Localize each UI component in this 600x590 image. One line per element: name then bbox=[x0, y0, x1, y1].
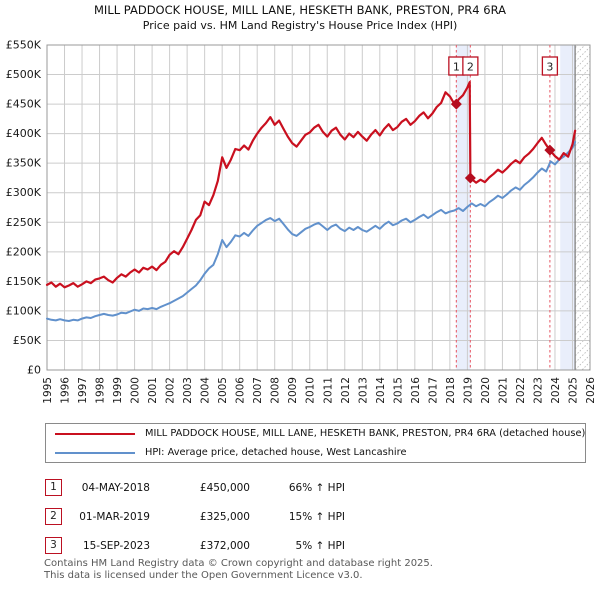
x-axis-tick-label: 2013 bbox=[357, 377, 369, 404]
x-axis-tick-label: 2024 bbox=[550, 377, 562, 404]
x-axis-tick-label: 2005 bbox=[217, 377, 229, 404]
footer-line-1: Contains HM Land Registry data © Crown c… bbox=[44, 558, 433, 569]
sale-vs-hpi: 66% ↑ HPI bbox=[288, 481, 345, 494]
x-axis-tick-label: 2016 bbox=[410, 377, 422, 404]
x-axis-tick-label: 2023 bbox=[532, 377, 544, 404]
y-axis-tick-label: £100K bbox=[6, 304, 42, 317]
x-axis-tick-label: 2006 bbox=[235, 377, 247, 404]
x-axis-tick-label: 1997 bbox=[77, 377, 89, 404]
y-axis-tick-label: £500K bbox=[6, 68, 42, 81]
x-axis-tick-label: 2007 bbox=[252, 377, 264, 404]
x-axis-tick-label: 1998 bbox=[95, 377, 107, 404]
sale-price: £372,000 bbox=[199, 539, 250, 552]
transaction-table: 1 04-MAY-2018 £450,000 66% ↑ HPI 2 01-MA… bbox=[45, 473, 345, 560]
sale-number-badge: 2 bbox=[45, 508, 62, 525]
price-paid-line bbox=[45, 81, 577, 289]
sale-label-box bbox=[462, 56, 479, 76]
sale-marker-diamond bbox=[464, 172, 476, 184]
x-axis-tick-label: 2017 bbox=[427, 377, 439, 404]
sale-vs-hpi: 15% ↑ HPI bbox=[288, 510, 345, 523]
legend-row-hpi: HPI: Average price, detached house, West… bbox=[46, 443, 585, 462]
sale-label-box bbox=[541, 56, 559, 76]
chart-subtitle: Price paid vs. HM Land Registry's House … bbox=[142, 19, 458, 32]
sale-marker-diamond bbox=[544, 144, 556, 156]
y-axis-tick-label: £300K bbox=[6, 186, 42, 199]
x-axis-tick-label: 2019 bbox=[462, 377, 474, 404]
x-axis-tick-label: 1996 bbox=[60, 377, 72, 404]
copyright-footer: Contains HM Land Registry data © Crown c… bbox=[44, 558, 433, 581]
table-row: 3 15-SEP-2023 £372,000 5% ↑ HPI bbox=[45, 531, 345, 560]
highlight-band bbox=[560, 45, 576, 370]
y-axis-tick-label: £400K bbox=[6, 127, 42, 140]
x-axis-tick-label: 2021 bbox=[497, 377, 509, 404]
plot-background bbox=[47, 45, 590, 370]
y-axis-tick-label: £150K bbox=[6, 275, 42, 288]
x-axis-tick-label: 2004 bbox=[200, 377, 212, 404]
legend-label-price: MILL PADDOCK HOUSE, MILL LANE, HESKETH B… bbox=[145, 428, 586, 439]
x-axis-tick-label: 1999 bbox=[112, 377, 124, 404]
price-line-swatch bbox=[55, 432, 135, 435]
x-axis-tick-label: 2012 bbox=[340, 377, 352, 404]
sale-number-badge: 1 bbox=[45, 479, 62, 496]
x-axis-tick-label: 2000 bbox=[130, 377, 142, 404]
future-hatch-region bbox=[575, 45, 590, 370]
legend-label-hpi: HPI: Average price, detached house, West… bbox=[145, 447, 407, 458]
x-axis-tick-label: 2026 bbox=[585, 377, 597, 404]
y-axis-tick-label: £50K bbox=[13, 334, 42, 347]
sale-date: 15-SEP-2023 bbox=[82, 539, 150, 552]
x-axis-tick-label: 2015 bbox=[392, 377, 404, 404]
x-axis-tick-label: 2018 bbox=[445, 377, 457, 404]
hpi-line bbox=[46, 140, 577, 322]
sale-price: £325,000 bbox=[199, 510, 250, 523]
sale-marker-diamond bbox=[450, 98, 462, 110]
table-row: 1 04-MAY-2018 £450,000 66% ↑ HPI bbox=[45, 473, 345, 502]
table-row: 2 01-MAR-2019 £325,000 15% ↑ HPI bbox=[45, 502, 345, 531]
y-axis-tick-label: £550K bbox=[6, 39, 42, 52]
hpi-line-swatch bbox=[55, 451, 135, 454]
sale-label-number: 3 bbox=[546, 61, 553, 74]
x-axis-tick-label: 2014 bbox=[375, 377, 387, 404]
y-axis-tick-label: £0 bbox=[27, 364, 41, 377]
x-axis-tick-label: 2020 bbox=[480, 377, 492, 404]
sale-price: £450,000 bbox=[199, 481, 250, 494]
price-history-chart: 1 2 3 £0 £50K £100K £150K £200K £250K £300K £350K £… bbox=[6, 39, 597, 404]
footer-line-2: This data is licensed under the Open Gov… bbox=[44, 569, 363, 581]
x-axis-tick-label: 2008 bbox=[270, 377, 282, 404]
x-axis-tick-label: 2010 bbox=[305, 377, 317, 404]
x-axis-tick-label: 2002 bbox=[165, 377, 177, 404]
plot-frame bbox=[46, 44, 591, 371]
sale-number-badge: 3 bbox=[45, 537, 62, 554]
sale-date: 04-MAY-2018 bbox=[81, 481, 150, 494]
x-axis-tick-label: 2011 bbox=[322, 377, 334, 404]
y-axis-tick-label: £350K bbox=[6, 157, 42, 170]
x-axis-tick-label: 1995 bbox=[42, 377, 54, 404]
y-axis-tick-label: £250K bbox=[6, 216, 42, 229]
legend-row-price: MILL PADDOCK HOUSE, MILL LANE, HESKETH B… bbox=[46, 424, 585, 443]
y-axis-tick-label: £200K bbox=[6, 245, 42, 258]
sale-label-number: 1 bbox=[453, 61, 460, 74]
x-axis-tick-label: 2022 bbox=[515, 377, 527, 404]
x-axis-tick-label: 2003 bbox=[182, 377, 194, 404]
x-axis-tick-label: 2025 bbox=[567, 377, 579, 404]
sale-label-number: 2 bbox=[467, 61, 474, 74]
sale-vs-hpi: 5% ↑ HPI bbox=[295, 539, 345, 552]
chart-title: MILL PADDOCK HOUSE, MILL LANE, HESKETH B… bbox=[94, 3, 506, 17]
x-axis-tick-label: 2001 bbox=[147, 377, 159, 404]
highlight-band bbox=[456, 45, 471, 370]
y-axis-tick-label: £450K bbox=[6, 98, 42, 111]
sale-date: 01-MAR-2019 bbox=[79, 510, 150, 523]
chart-legend: MILL PADDOCK HOUSE, MILL LANE, HESKETH B… bbox=[45, 423, 586, 463]
x-axis-tick-label: 2009 bbox=[287, 377, 299, 404]
